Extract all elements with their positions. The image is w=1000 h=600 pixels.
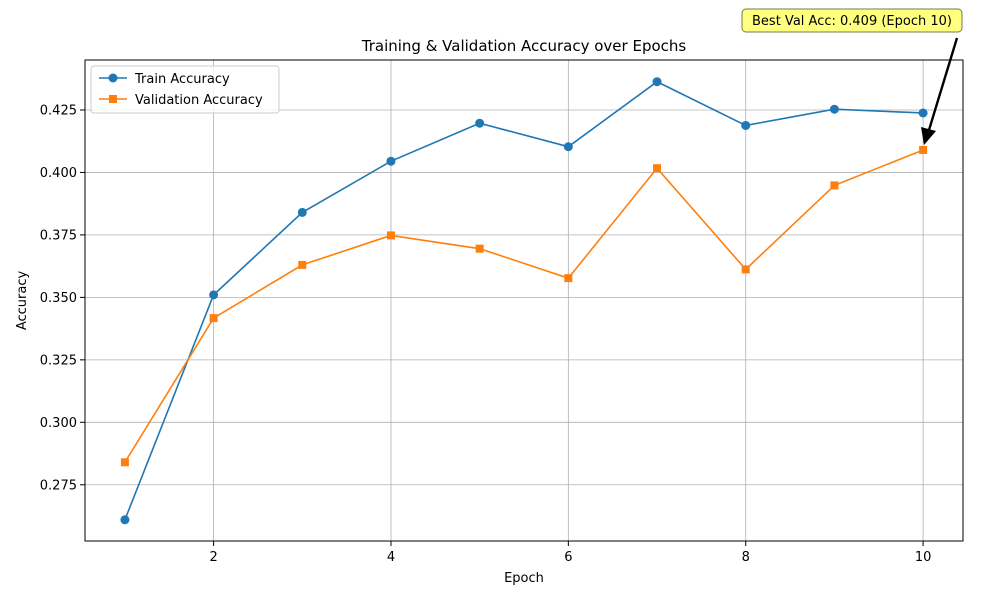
x-tick-label: 2 — [209, 550, 217, 565]
x-tick-label: 8 — [742, 550, 750, 565]
annotation-text: Best Val Acc: 0.409 (Epoch 10) — [752, 14, 952, 29]
series-layer — [120, 77, 928, 525]
data-point — [563, 142, 573, 152]
best-val-annotation: Best Val Acc: 0.409 (Epoch 10) — [741, 8, 963, 145]
data-point — [741, 265, 750, 274]
data-point — [298, 260, 307, 269]
data-point — [919, 145, 928, 154]
y-tick-label: 0.350 — [40, 291, 77, 306]
data-point — [209, 314, 218, 323]
annotation-arrowhead — [921, 127, 936, 145]
data-point — [386, 231, 395, 240]
data-point — [120, 515, 130, 525]
data-point — [741, 120, 751, 130]
y-axis-label: Accuracy — [15, 271, 30, 331]
x-tick-label: 10 — [915, 550, 932, 565]
data-point — [475, 244, 484, 253]
y-tick-label: 0.325 — [40, 353, 77, 368]
annotation-box — [741, 8, 963, 33]
x-tick-label: 6 — [564, 550, 572, 565]
data-point — [564, 274, 573, 283]
y-tick-label: 0.275 — [40, 478, 77, 493]
series-validation — [120, 145, 928, 467]
series-line — [124, 149, 924, 463]
plot-frame — [84, 59, 964, 542]
y-tick-label: 0.400 — [40, 166, 77, 181]
x-tick-label: 4 — [387, 550, 395, 565]
y-tick-label: 0.375 — [40, 228, 77, 243]
data-point — [475, 118, 485, 128]
data-point — [652, 77, 662, 87]
chart-title: Training & Validation Accuracy over Epoc… — [361, 37, 687, 55]
grid-lines — [85, 60, 963, 541]
series-train — [120, 77, 928, 525]
data-point — [386, 156, 396, 166]
y-tick-label: 0.300 — [40, 416, 77, 431]
data-point — [830, 181, 839, 190]
legend-box — [90, 65, 280, 114]
data-point — [209, 290, 219, 300]
data-point — [297, 207, 307, 217]
legend-marker-train — [108, 73, 118, 83]
data-point — [120, 458, 129, 467]
legend-label-train: Train Accuracy — [134, 72, 230, 87]
data-point — [653, 164, 662, 173]
series-line — [124, 80, 924, 521]
annotation-arrow-shaft — [927, 37, 959, 131]
x-axis-label: Epoch — [504, 571, 544, 586]
x-axis-ticks: 2 4 6 8 10 — [209, 541, 931, 565]
data-point — [918, 108, 928, 118]
y-tick-label: 0.425 — [40, 103, 77, 118]
data-point — [829, 104, 839, 114]
legend-label-validation: Validation Accuracy — [135, 93, 263, 108]
legend: Train Accuracy Validation Accuracy — [90, 65, 280, 114]
legend-marker-validation — [109, 95, 117, 103]
y-axis-ticks: 0.275 0.300 0.325 0.350 0.375 0.400 0.425 — [40, 103, 85, 493]
